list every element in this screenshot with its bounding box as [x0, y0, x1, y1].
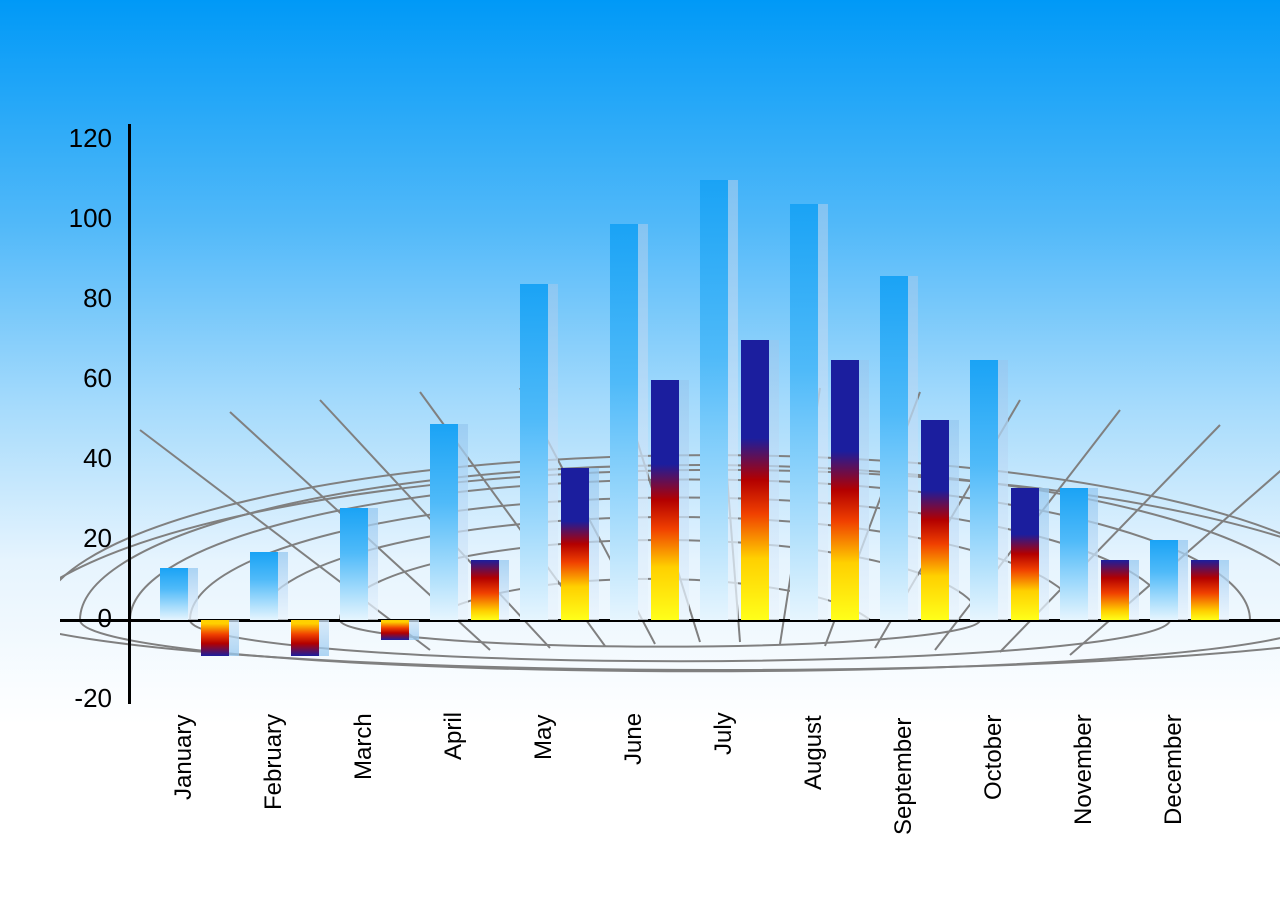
bar-primary	[880, 276, 908, 620]
x-label-april: April	[440, 712, 468, 760]
x-label-september: September	[890, 718, 918, 835]
bar-secondary	[741, 340, 769, 620]
bar-secondary	[201, 620, 229, 656]
bar-primary	[1150, 540, 1178, 620]
bar-primary	[340, 508, 368, 620]
bar-primary	[250, 552, 278, 620]
x-label-may: May	[530, 715, 558, 760]
x-label-january: January	[170, 715, 198, 800]
y-tick-120: 120	[69, 123, 112, 154]
bar-secondary	[561, 468, 589, 620]
bar-secondary	[1191, 560, 1219, 620]
bar-primary	[790, 204, 818, 620]
x-label-november: November	[1070, 714, 1098, 825]
y-tick-20: 20	[83, 523, 112, 554]
x-label-august: August	[800, 715, 828, 790]
bar-secondary	[651, 380, 679, 620]
x-label-december: December	[1160, 714, 1188, 825]
bar-secondary	[831, 360, 859, 620]
bar-primary	[160, 568, 188, 620]
y-tick-100: 100	[69, 203, 112, 234]
bar-secondary	[1101, 560, 1129, 620]
bar-primary	[1060, 488, 1088, 620]
plot-area	[130, 140, 1230, 620]
bar-primary	[520, 284, 548, 620]
bar-secondary	[921, 420, 949, 620]
bar-primary	[430, 424, 458, 620]
bar-secondary	[471, 560, 499, 620]
x-label-june: June	[620, 713, 648, 765]
bar-primary	[700, 180, 728, 620]
y-tick-60: 60	[83, 363, 112, 394]
bar-secondary	[1011, 488, 1039, 620]
bar-primary	[610, 224, 638, 620]
x-label-october: October	[980, 715, 1008, 800]
monthly-bar-chart: 120 100 80 60 40 20 0 -20	[60, 140, 1240, 870]
y-tick-80: 80	[83, 283, 112, 314]
x-label-july: July	[710, 712, 738, 755]
bar-secondary	[381, 620, 409, 640]
y-tick-neg20: -20	[74, 683, 112, 714]
bar-primary	[970, 360, 998, 620]
y-tick-40: 40	[83, 443, 112, 474]
x-label-march: March	[350, 713, 378, 780]
bar-secondary	[291, 620, 319, 656]
x-label-february: February	[260, 714, 288, 810]
